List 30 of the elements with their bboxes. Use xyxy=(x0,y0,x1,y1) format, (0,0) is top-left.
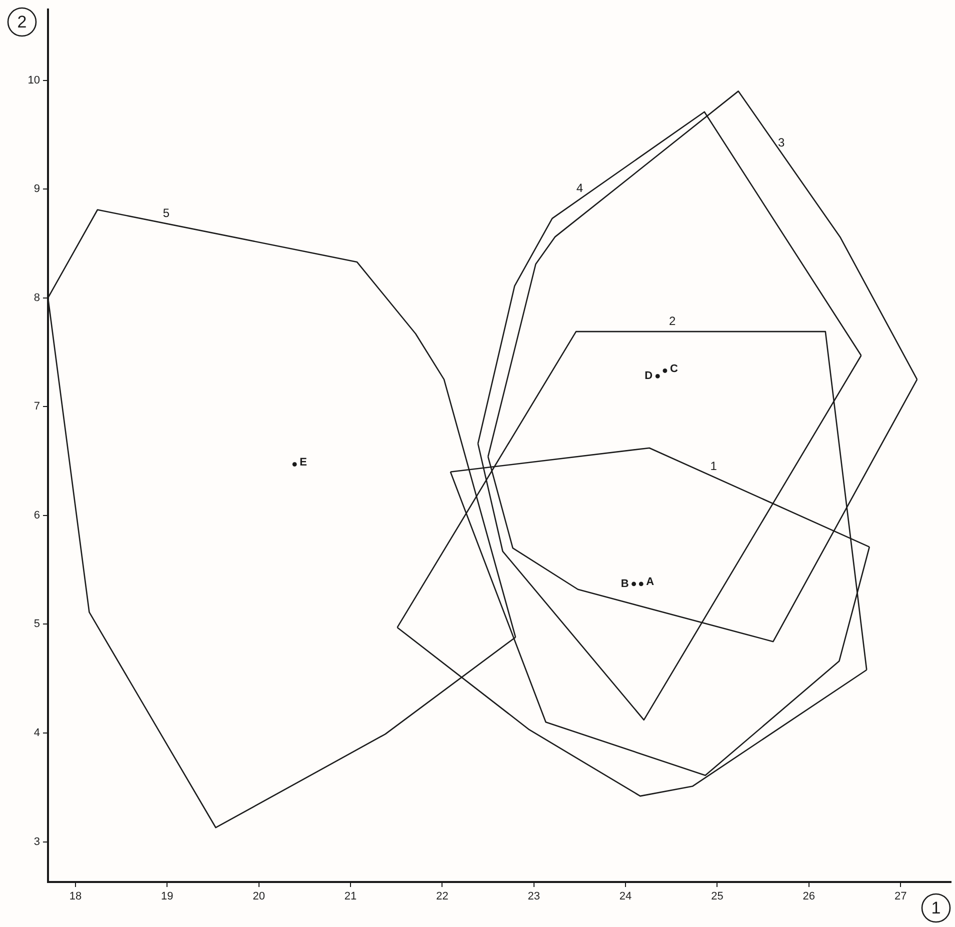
annotation: 5 xyxy=(162,206,170,220)
annotation: 3 xyxy=(778,136,786,150)
x-tick-label: 23 xyxy=(528,890,540,903)
y-tick-label: 3 xyxy=(34,836,40,848)
y-tick-label: 8 xyxy=(34,292,40,304)
y-tick-label: 5 xyxy=(34,618,40,630)
annotation: 4 xyxy=(576,181,584,196)
x-tick-label: 25 xyxy=(711,890,724,903)
annotation: D xyxy=(644,370,653,382)
x-tick-label: 21 xyxy=(344,890,357,903)
y-axis-title: 2 xyxy=(17,12,27,32)
annotation: 2 xyxy=(668,314,676,328)
x-tick-label: 26 xyxy=(802,890,816,903)
x-tick-label: 19 xyxy=(161,890,174,903)
y-tick-label: 4 xyxy=(34,727,40,740)
y-tick-label: 7 xyxy=(34,400,40,413)
x-tick-label: 18 xyxy=(69,890,82,903)
x-axis-title: 1 xyxy=(931,898,941,918)
x-tick-label: 24 xyxy=(619,890,632,903)
annotation: B xyxy=(620,578,629,590)
y-tick-label: 9 xyxy=(34,183,40,196)
annotation: 1 xyxy=(710,459,718,474)
annotation: C xyxy=(670,362,678,375)
y-tick-label: 10 xyxy=(28,74,40,86)
x-tick-label: 20 xyxy=(252,890,265,903)
annotation: A xyxy=(646,576,654,588)
x-tick-label: 22 xyxy=(436,890,448,903)
annotation: E xyxy=(300,456,307,468)
x-tick-label: 27 xyxy=(894,890,907,903)
y-tick-label: 6 xyxy=(34,509,40,522)
